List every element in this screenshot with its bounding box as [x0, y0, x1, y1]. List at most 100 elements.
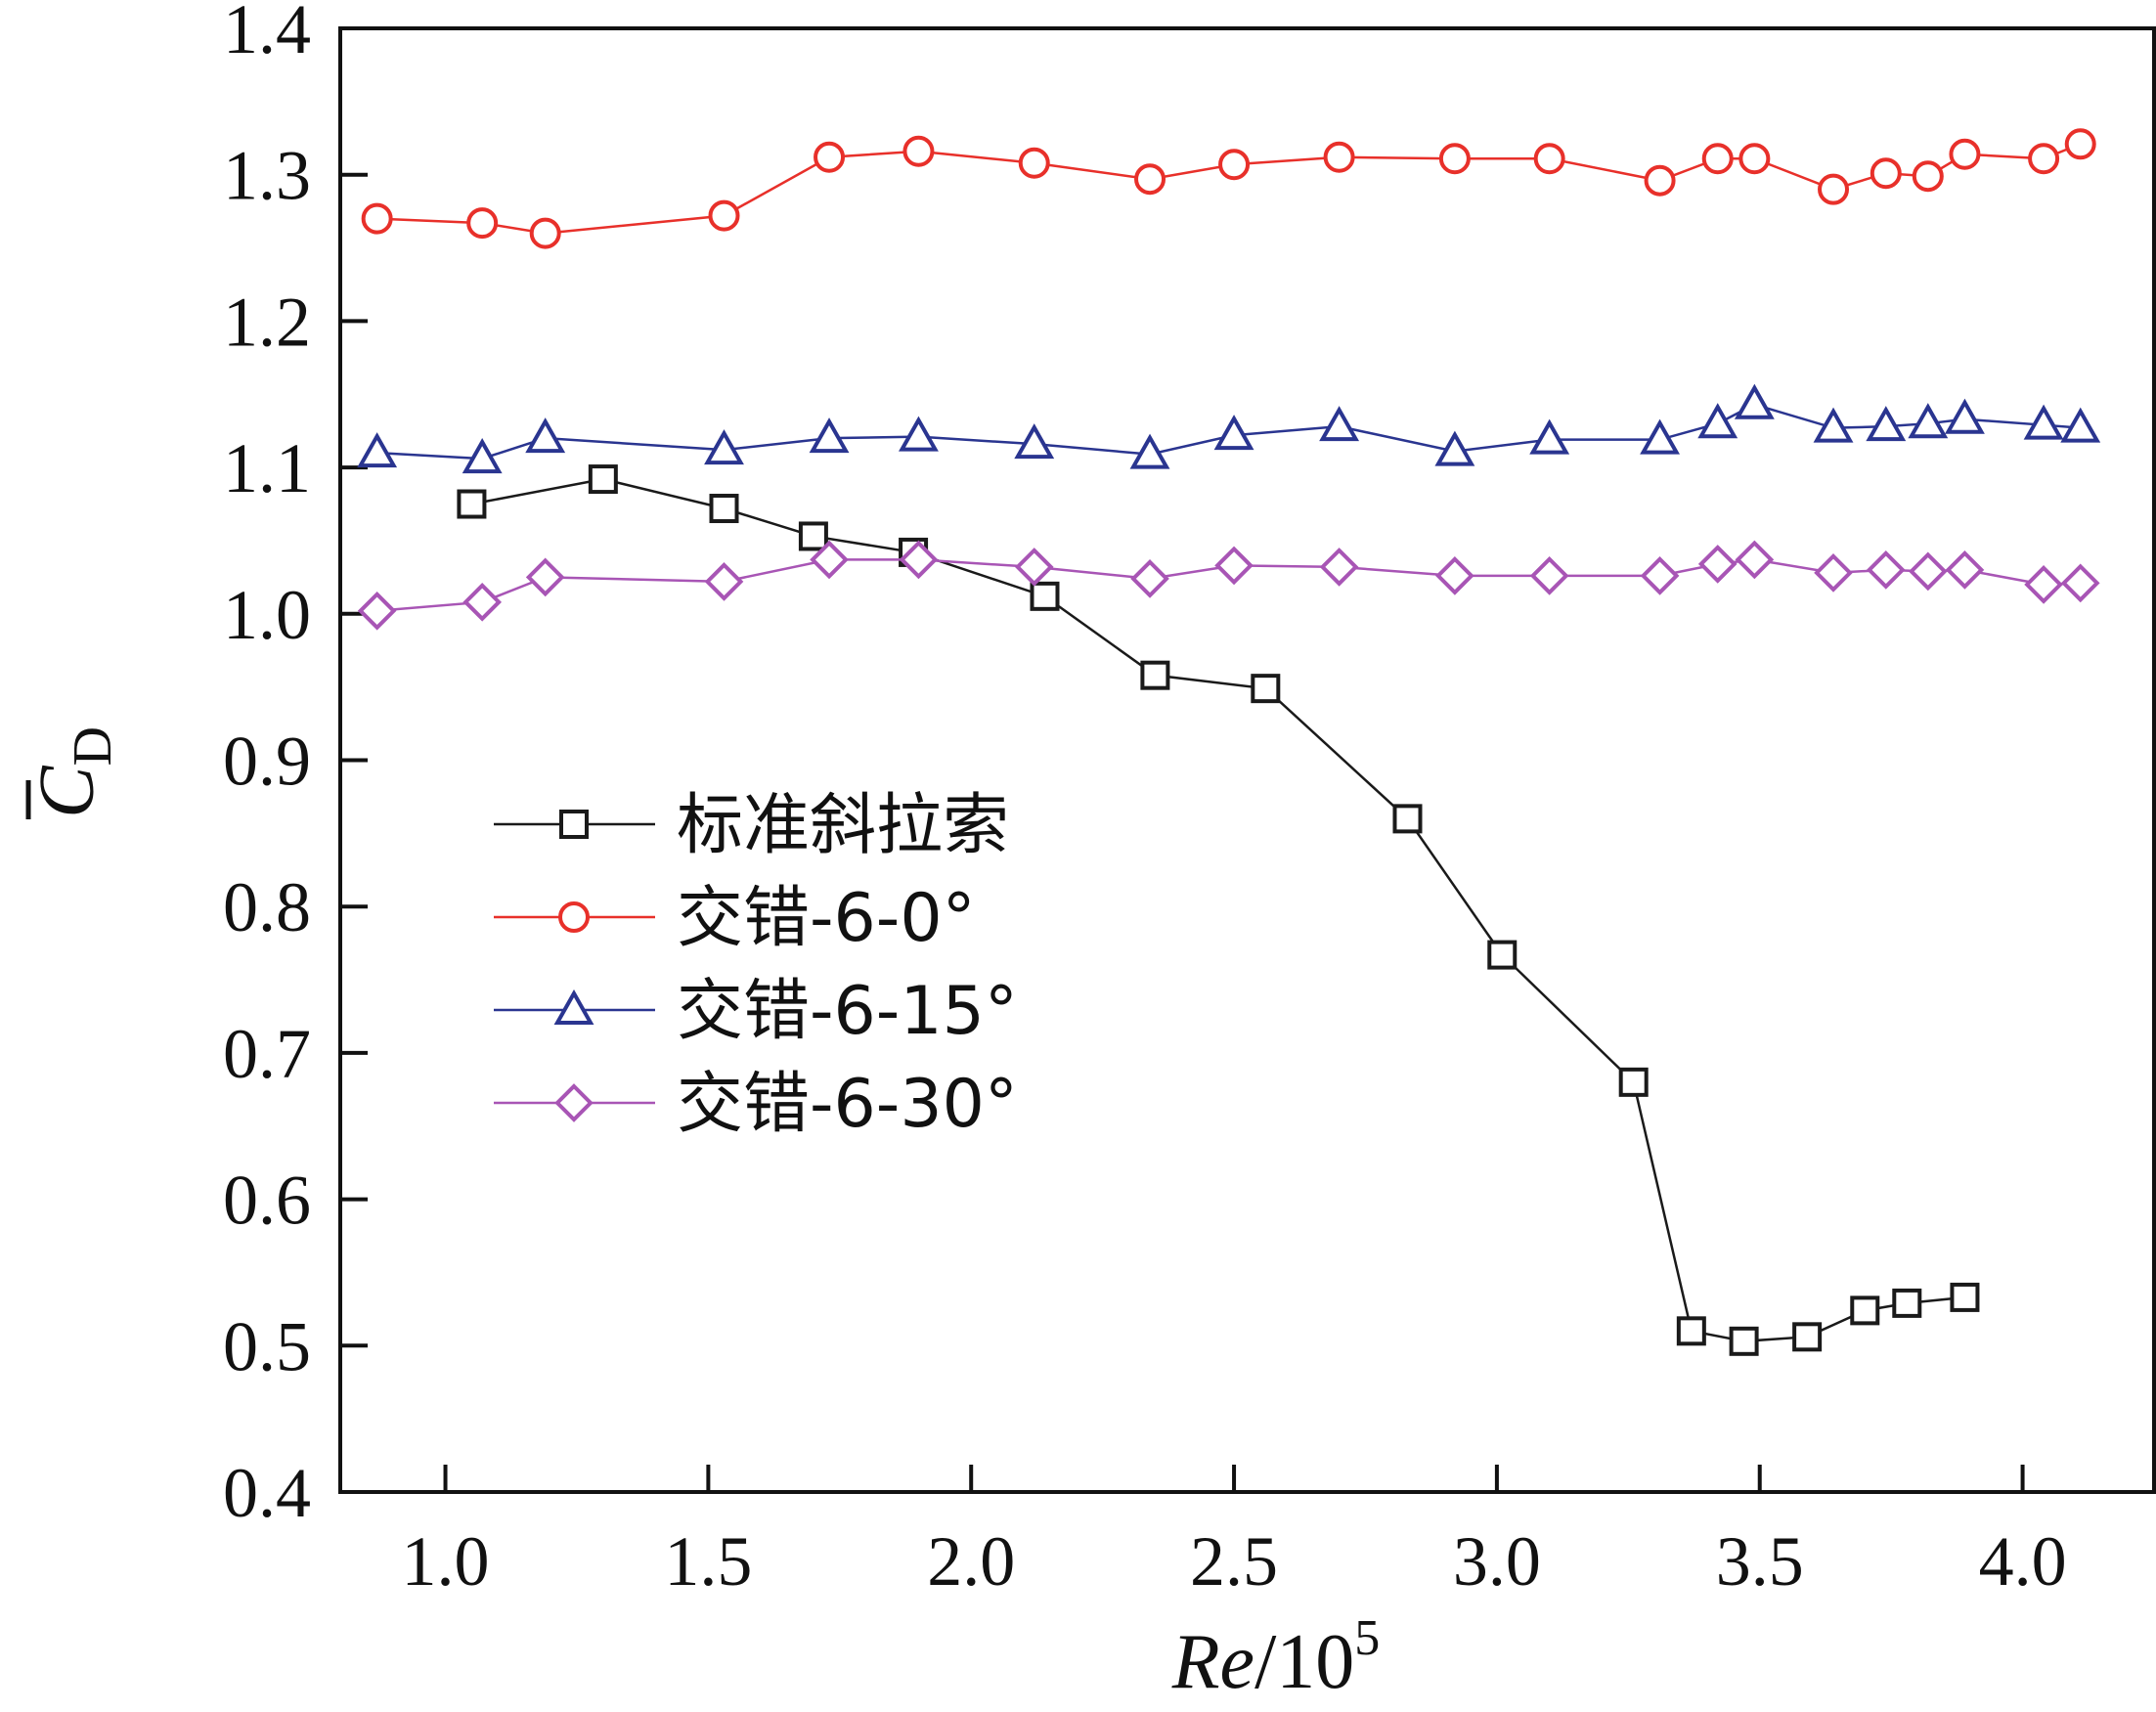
data-point — [899, 416, 939, 452]
y-tick-label: 1.0 — [223, 576, 311, 654]
data-point — [1014, 423, 1055, 460]
data-point — [1738, 143, 1771, 175]
data-point — [2028, 143, 2060, 175]
legend-item: 标准斜拉索 — [494, 787, 1009, 864]
data-point — [1735, 540, 1775, 580]
data-point — [1697, 403, 1738, 439]
data-point — [1640, 418, 1681, 455]
data-point — [902, 135, 935, 167]
data-point — [704, 562, 744, 601]
data-point — [1949, 138, 1981, 170]
data-point — [1319, 548, 1359, 587]
x-axis-title: Re/105 — [1171, 1610, 1381, 1705]
series-diamond — [357, 540, 2100, 631]
data-point — [462, 582, 503, 622]
legend-marker — [559, 810, 589, 839]
data-point — [1814, 553, 1853, 593]
data-point — [1018, 147, 1050, 179]
data-point — [1134, 163, 1166, 196]
data-point — [814, 141, 846, 173]
y-tick-label: 0.6 — [223, 1162, 311, 1240]
data-point — [1734, 383, 1775, 419]
legend-label: 交错-6-15° — [677, 973, 1018, 1050]
y-tick-label: 0.8 — [223, 868, 311, 946]
y-tick-label: 1.3 — [223, 137, 311, 215]
data-point — [810, 540, 849, 580]
data-point — [1030, 581, 1060, 611]
legend-label: 交错-6-30° — [677, 1066, 1018, 1143]
data-point — [1435, 556, 1474, 595]
legend-marker — [553, 988, 594, 1025]
y-tick-label: 1.1 — [223, 429, 311, 507]
data-point — [1908, 551, 1948, 592]
data-point — [1945, 550, 1985, 590]
x-tick-label: 3.0 — [1453, 1522, 1541, 1601]
legend-label: 交错-6-0° — [677, 880, 976, 957]
x-tick-label: 4.0 — [1979, 1522, 2067, 1601]
x-tick-label: 3.5 — [1716, 1522, 1804, 1601]
legend-label: 标准斜拉索 — [677, 787, 1009, 864]
y-tick-label: 0.4 — [223, 1454, 311, 1532]
data-point — [1912, 160, 1944, 193]
y-tick-label: 0.9 — [223, 723, 311, 801]
data-point — [525, 557, 565, 597]
series-circle — [361, 128, 2096, 249]
data-point — [798, 521, 828, 551]
data-point — [1866, 406, 1907, 442]
data-point — [1392, 804, 1423, 834]
x-ticks: 1.0 1.5 2.0 2.5 3.0 3.5 4.0 — [402, 1465, 2067, 1601]
y-tick-label: 1.2 — [223, 283, 311, 361]
data-point — [1870, 157, 1902, 190]
x-tick-label: 1.0 — [402, 1522, 490, 1601]
data-point — [462, 438, 503, 474]
data-point — [899, 540, 939, 580]
data-point — [1251, 674, 1281, 704]
data-point — [466, 207, 499, 240]
data-point — [1434, 430, 1475, 466]
data-point — [1729, 1326, 1759, 1356]
y-ticks: 0.4 0.5 0.6 0.7 0.8 0.9 1.0 1.1 1.2 1.3 1.4 — [223, 0, 368, 1532]
data-point — [2060, 407, 2101, 443]
data-point — [1697, 545, 1738, 584]
data-point — [1701, 143, 1734, 175]
data-point — [357, 432, 398, 468]
svg-text:CD: CD — [24, 726, 123, 818]
series-layer — [357, 128, 2101, 1356]
data-point — [1213, 415, 1254, 451]
data-point — [1644, 164, 1676, 197]
data-point — [1323, 141, 1355, 173]
plot-frame — [338, 26, 2156, 1494]
data-point — [2023, 404, 2064, 440]
data-point — [457, 489, 487, 519]
data-point — [1908, 403, 1949, 439]
x-tick-label: 2.0 — [927, 1522, 1015, 1601]
data-point — [1529, 556, 1569, 595]
y-tick-label: 0.5 — [223, 1307, 311, 1385]
data-point — [361, 202, 393, 235]
data-point — [704, 429, 744, 465]
data-point — [1892, 1288, 1922, 1318]
data-point — [2060, 563, 2100, 603]
y-tick-label: 0.7 — [223, 1015, 311, 1093]
data-point — [1129, 433, 1170, 469]
data-point — [1866, 550, 1906, 590]
data-point — [1214, 546, 1254, 586]
legend-marker — [558, 901, 590, 933]
legend-item: 交错-6-0° — [494, 880, 976, 957]
series-triangle — [357, 383, 2101, 474]
data-point — [1792, 1322, 1823, 1352]
data-point — [1014, 548, 1054, 587]
data-point — [2064, 128, 2096, 160]
data-point — [1438, 143, 1471, 175]
legend-item: 交错-6-15° — [494, 973, 1018, 1050]
data-point — [809, 417, 850, 454]
data-point — [1529, 418, 1570, 455]
data-point — [709, 494, 739, 524]
data-point — [1640, 556, 1680, 595]
data-point — [1487, 940, 1518, 970]
legend-marker — [554, 1083, 594, 1122]
data-point — [588, 464, 618, 495]
data-point — [1950, 1282, 1980, 1312]
